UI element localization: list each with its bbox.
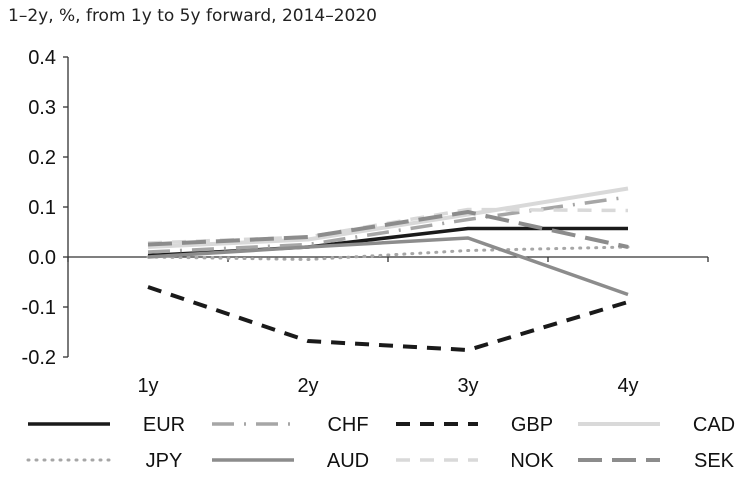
axes: 0.4 0.3 0.2 0.1 0.0 -0.1 -0.2 1y 2y 3y 4y	[22, 47, 709, 397]
x-tick-label: 2y	[297, 375, 318, 397]
legend-label-eur: EUR	[143, 414, 185, 436]
series-line-aud	[147, 236, 629, 297]
legend-label-gbp: GBP	[511, 414, 553, 436]
x-tick-label: 1y	[137, 375, 158, 397]
y-tick-label: 0.3	[28, 97, 56, 119]
y-tick-label: -0.2	[22, 347, 56, 369]
legend-label-sek: SEK	[694, 450, 735, 472]
y-tick-label: 0.4	[28, 47, 56, 69]
series-line-chf	[147, 195, 629, 254]
y-tick-label: -0.1	[22, 297, 56, 319]
y-tick-label: 0.2	[28, 147, 56, 169]
series-line-jpy	[146, 245, 630, 261]
legend-label-chf: CHF	[327, 414, 368, 436]
x-tick-label: 4y	[617, 375, 638, 397]
series-line-cad	[147, 186, 629, 249]
chart-subtitle: 1–2y, %, from 1y to 5y forward, 2014–202…	[8, 6, 377, 26]
series-layer	[146, 186, 630, 352]
y-tick-label: 0.1	[28, 197, 56, 219]
series-line-sek	[147, 210, 629, 249]
x-tick-label: 3y	[457, 375, 478, 397]
legend-label-aud: AUD	[327, 450, 369, 472]
legend-label-nok: NOK	[510, 450, 554, 472]
series-line-gbp	[147, 285, 629, 352]
legend: EUR CHF GBP CAD JPY AUD NOK SEK	[26, 414, 735, 472]
legend-label-cad: CAD	[693, 414, 735, 436]
legend-label-jpy: JPY	[146, 450, 183, 472]
y-tick-label: 0.0	[28, 247, 56, 269]
